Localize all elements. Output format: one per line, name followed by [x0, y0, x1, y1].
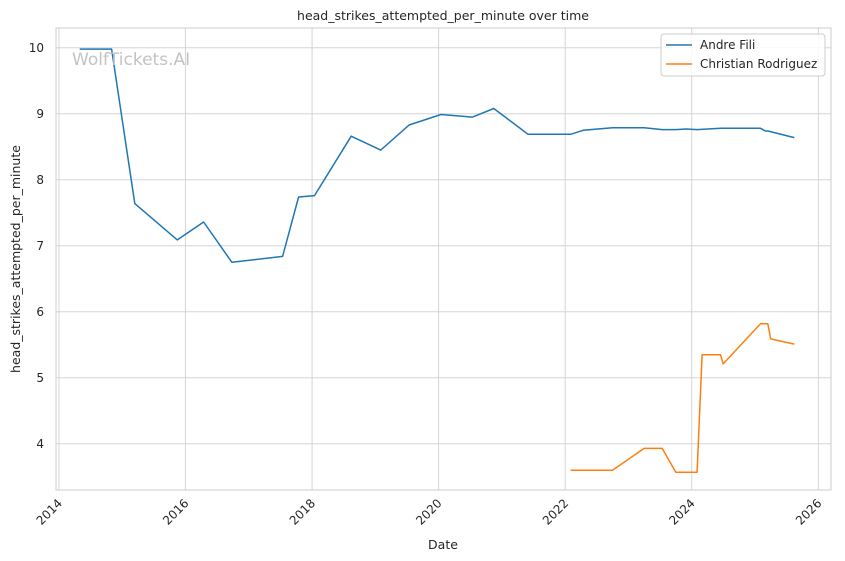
chart-title: head_strikes_attempted_per_minute over t… [297, 8, 589, 23]
x-axis-ticks: 2014 2016 2018 2020 2022 2024 2026 [34, 496, 825, 527]
y-tick-label: 10 [29, 41, 44, 55]
legend-entry-andre-fili: Andre Fili [700, 38, 755, 52]
y-tick-label: 5 [36, 371, 44, 385]
y-tick-label: 6 [36, 305, 44, 319]
grid-lines [56, 28, 831, 490]
series-line-christian-rodriguez [570, 322, 795, 473]
x-axis-label: Date [428, 537, 458, 552]
x-tick-label: 2026 [793, 496, 824, 527]
y-axis-label: head_strikes_attempted_per_minute [8, 145, 23, 373]
y-axis-ticks: 4 5 6 7 8 9 10 [29, 41, 44, 451]
legend-entry-christian-rodriguez: Christian Rodriguez [700, 57, 817, 71]
y-tick-label: 7 [36, 239, 44, 253]
x-tick-label: 2016 [160, 496, 191, 527]
watermark-text: WolfTickets.AI [72, 50, 190, 70]
legend-box [660, 33, 826, 77]
plot-area-frame [55, 27, 832, 491]
y-tick-label: 4 [36, 437, 44, 451]
x-tick-label: 2014 [34, 496, 65, 527]
x-tick-label: 2018 [287, 496, 318, 527]
series-lines [79, 48, 795, 473]
series-line-andre-fili [79, 48, 795, 264]
x-tick-label: 2024 [666, 496, 697, 527]
y-tick-label: 8 [36, 173, 44, 187]
legend: Andre Fili Christian Rodriguez [660, 33, 826, 77]
x-tick-label: 2022 [540, 496, 571, 527]
y-tick-label: 9 [36, 107, 44, 121]
x-tick-label: 2020 [413, 496, 444, 527]
